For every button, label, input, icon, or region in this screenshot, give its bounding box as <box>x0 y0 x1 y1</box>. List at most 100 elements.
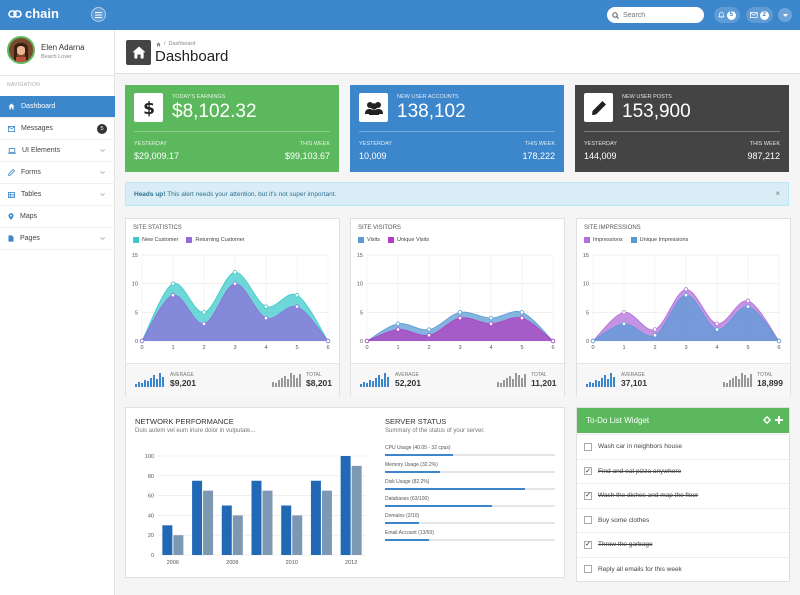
todo-checkbox[interactable] <box>584 442 592 451</box>
x-tick-label: 2 <box>653 345 656 351</box>
data-point[interactable] <box>714 321 720 326</box>
data-point[interactable] <box>364 338 370 344</box>
todo-item[interactable]: ✓ Throw the garbage <box>577 532 789 557</box>
data-point[interactable] <box>621 310 627 315</box>
data-point[interactable] <box>621 321 627 326</box>
bar[interactable] <box>321 490 332 555</box>
todo-item[interactable]: Wash car in neighbors house <box>577 434 789 459</box>
data-point[interactable] <box>488 321 494 326</box>
search-input[interactable] <box>623 11 693 19</box>
data-point[interactable] <box>395 327 401 332</box>
data-point[interactable] <box>776 338 782 344</box>
data-point[interactable] <box>519 315 525 321</box>
user-menu-button[interactable] <box>778 8 792 22</box>
data-point[interactable] <box>395 321 401 326</box>
y-tick-label: 0 <box>360 339 363 345</box>
todo-checkbox[interactable]: ✓ <box>584 491 592 500</box>
plus-icon[interactable] <box>775 416 783 424</box>
data-point[interactable] <box>232 281 238 286</box>
bar[interactable] <box>281 505 292 556</box>
data-point[interactable] <box>652 327 658 332</box>
messages-button[interactable]: 2 <box>746 7 773 23</box>
bar[interactable] <box>251 480 262 555</box>
data-point[interactable] <box>294 292 300 298</box>
bar[interactable] <box>203 490 214 555</box>
data-point[interactable] <box>170 281 176 286</box>
data-point[interactable] <box>457 315 463 321</box>
data-point[interactable] <box>590 338 596 344</box>
data-point[interactable] <box>201 321 207 326</box>
sidebar-item-maps[interactable]: Maps <box>0 206 115 228</box>
alert-close-button[interactable]: × <box>775 189 780 198</box>
sidebar-item-dashboard[interactable]: Dashboard <box>0 96 115 118</box>
data-point[interactable] <box>139 338 145 344</box>
server-status-label: Databases (63/100) <box>385 496 429 502</box>
todo-item[interactable]: ✓ Find and eat pizza anywhere <box>577 458 789 484</box>
bar[interactable] <box>232 515 243 555</box>
sidebar-item-label: UI Elements <box>22 147 61 154</box>
gear-icon[interactable] <box>763 416 771 424</box>
bar[interactable] <box>221 505 232 556</box>
mini-bar <box>524 374 526 387</box>
todo-text: Throw the garbage <box>598 541 653 549</box>
data-point[interactable] <box>426 327 432 332</box>
data-point[interactable] <box>426 333 432 338</box>
todo-checkbox[interactable]: ✓ <box>584 467 592 476</box>
data-point[interactable] <box>170 292 176 298</box>
sidebar-item-tables[interactable]: Tables <box>0 184 115 206</box>
bar[interactable] <box>340 456 351 555</box>
todo-text: Reply all emails for this week <box>598 565 682 573</box>
data-point[interactable] <box>652 333 658 338</box>
bar[interactable] <box>292 515 303 555</box>
data-point[interactable] <box>263 304 269 309</box>
app-logo[interactable]: chain <box>8 6 59 21</box>
data-point[interactable] <box>325 338 331 344</box>
x-tick-label: 5 <box>520 345 523 351</box>
data-point[interactable] <box>232 270 238 275</box>
data-point[interactable] <box>714 327 720 332</box>
x-tick-label: 2012 <box>345 560 357 566</box>
bar[interactable] <box>173 535 184 555</box>
data-point[interactable] <box>294 304 300 309</box>
notifications-button[interactable]: 5 <box>714 7 740 23</box>
data-point[interactable] <box>745 304 751 309</box>
todo-checkbox[interactable]: ✓ <box>584 540 592 549</box>
bar[interactable] <box>262 490 273 555</box>
bar[interactable] <box>310 480 321 555</box>
todo-item[interactable]: Reply all emails for this week <box>577 556 789 582</box>
todo-checkbox[interactable] <box>584 565 592 574</box>
data-point[interactable] <box>457 310 463 315</box>
data-point[interactable] <box>519 310 525 315</box>
bar-chart: 0 20 40 60 80 100 2006 2008 2010 2012 <box>145 454 366 566</box>
data-point[interactable] <box>550 338 556 344</box>
data-point[interactable] <box>683 292 689 298</box>
data-point[interactable] <box>201 310 207 315</box>
progress-track <box>385 522 555 524</box>
total-value: $8,201 <box>306 378 332 388</box>
data-point[interactable] <box>263 315 269 321</box>
todo-item[interactable]: ✓ Wash the dishes and map the floor <box>577 483 789 508</box>
mini-bar <box>601 378 603 387</box>
mini-bar <box>735 376 737 387</box>
breadcrumb-current: Dashboard <box>168 41 196 47</box>
sidebar-item-pages[interactable]: Pages <box>0 228 115 250</box>
todo-checkbox[interactable] <box>584 516 592 525</box>
todo-item[interactable]: Buy some clothes <box>577 507 789 533</box>
menu-toggle-button[interactable] <box>91 7 106 22</box>
mini-bar <box>506 378 508 387</box>
bar[interactable] <box>351 465 362 555</box>
data-point[interactable] <box>745 298 751 304</box>
sidebar-item-messages[interactable]: Messages 5 <box>0 118 115 140</box>
legend-item: Unique Impressions <box>630 237 688 243</box>
home-icon[interactable] <box>156 41 161 47</box>
mini-bar <box>378 375 380 387</box>
data-point[interactable] <box>488 315 494 321</box>
site-statistics-panel: SITE STATISTICS New Customer Returning C… <box>125 218 340 397</box>
sidebar-item-forms[interactable]: Forms <box>0 162 115 184</box>
bar[interactable] <box>192 480 203 555</box>
sidebar-item-ui-elements[interactable]: UI Elements <box>0 140 115 162</box>
stat-label: NEW USER ACCOUNTS <box>397 94 459 100</box>
data-point[interactable] <box>683 287 689 292</box>
profile-card[interactable]: Elen Adarna Beach Lover <box>0 30 115 76</box>
bar[interactable] <box>162 525 173 555</box>
